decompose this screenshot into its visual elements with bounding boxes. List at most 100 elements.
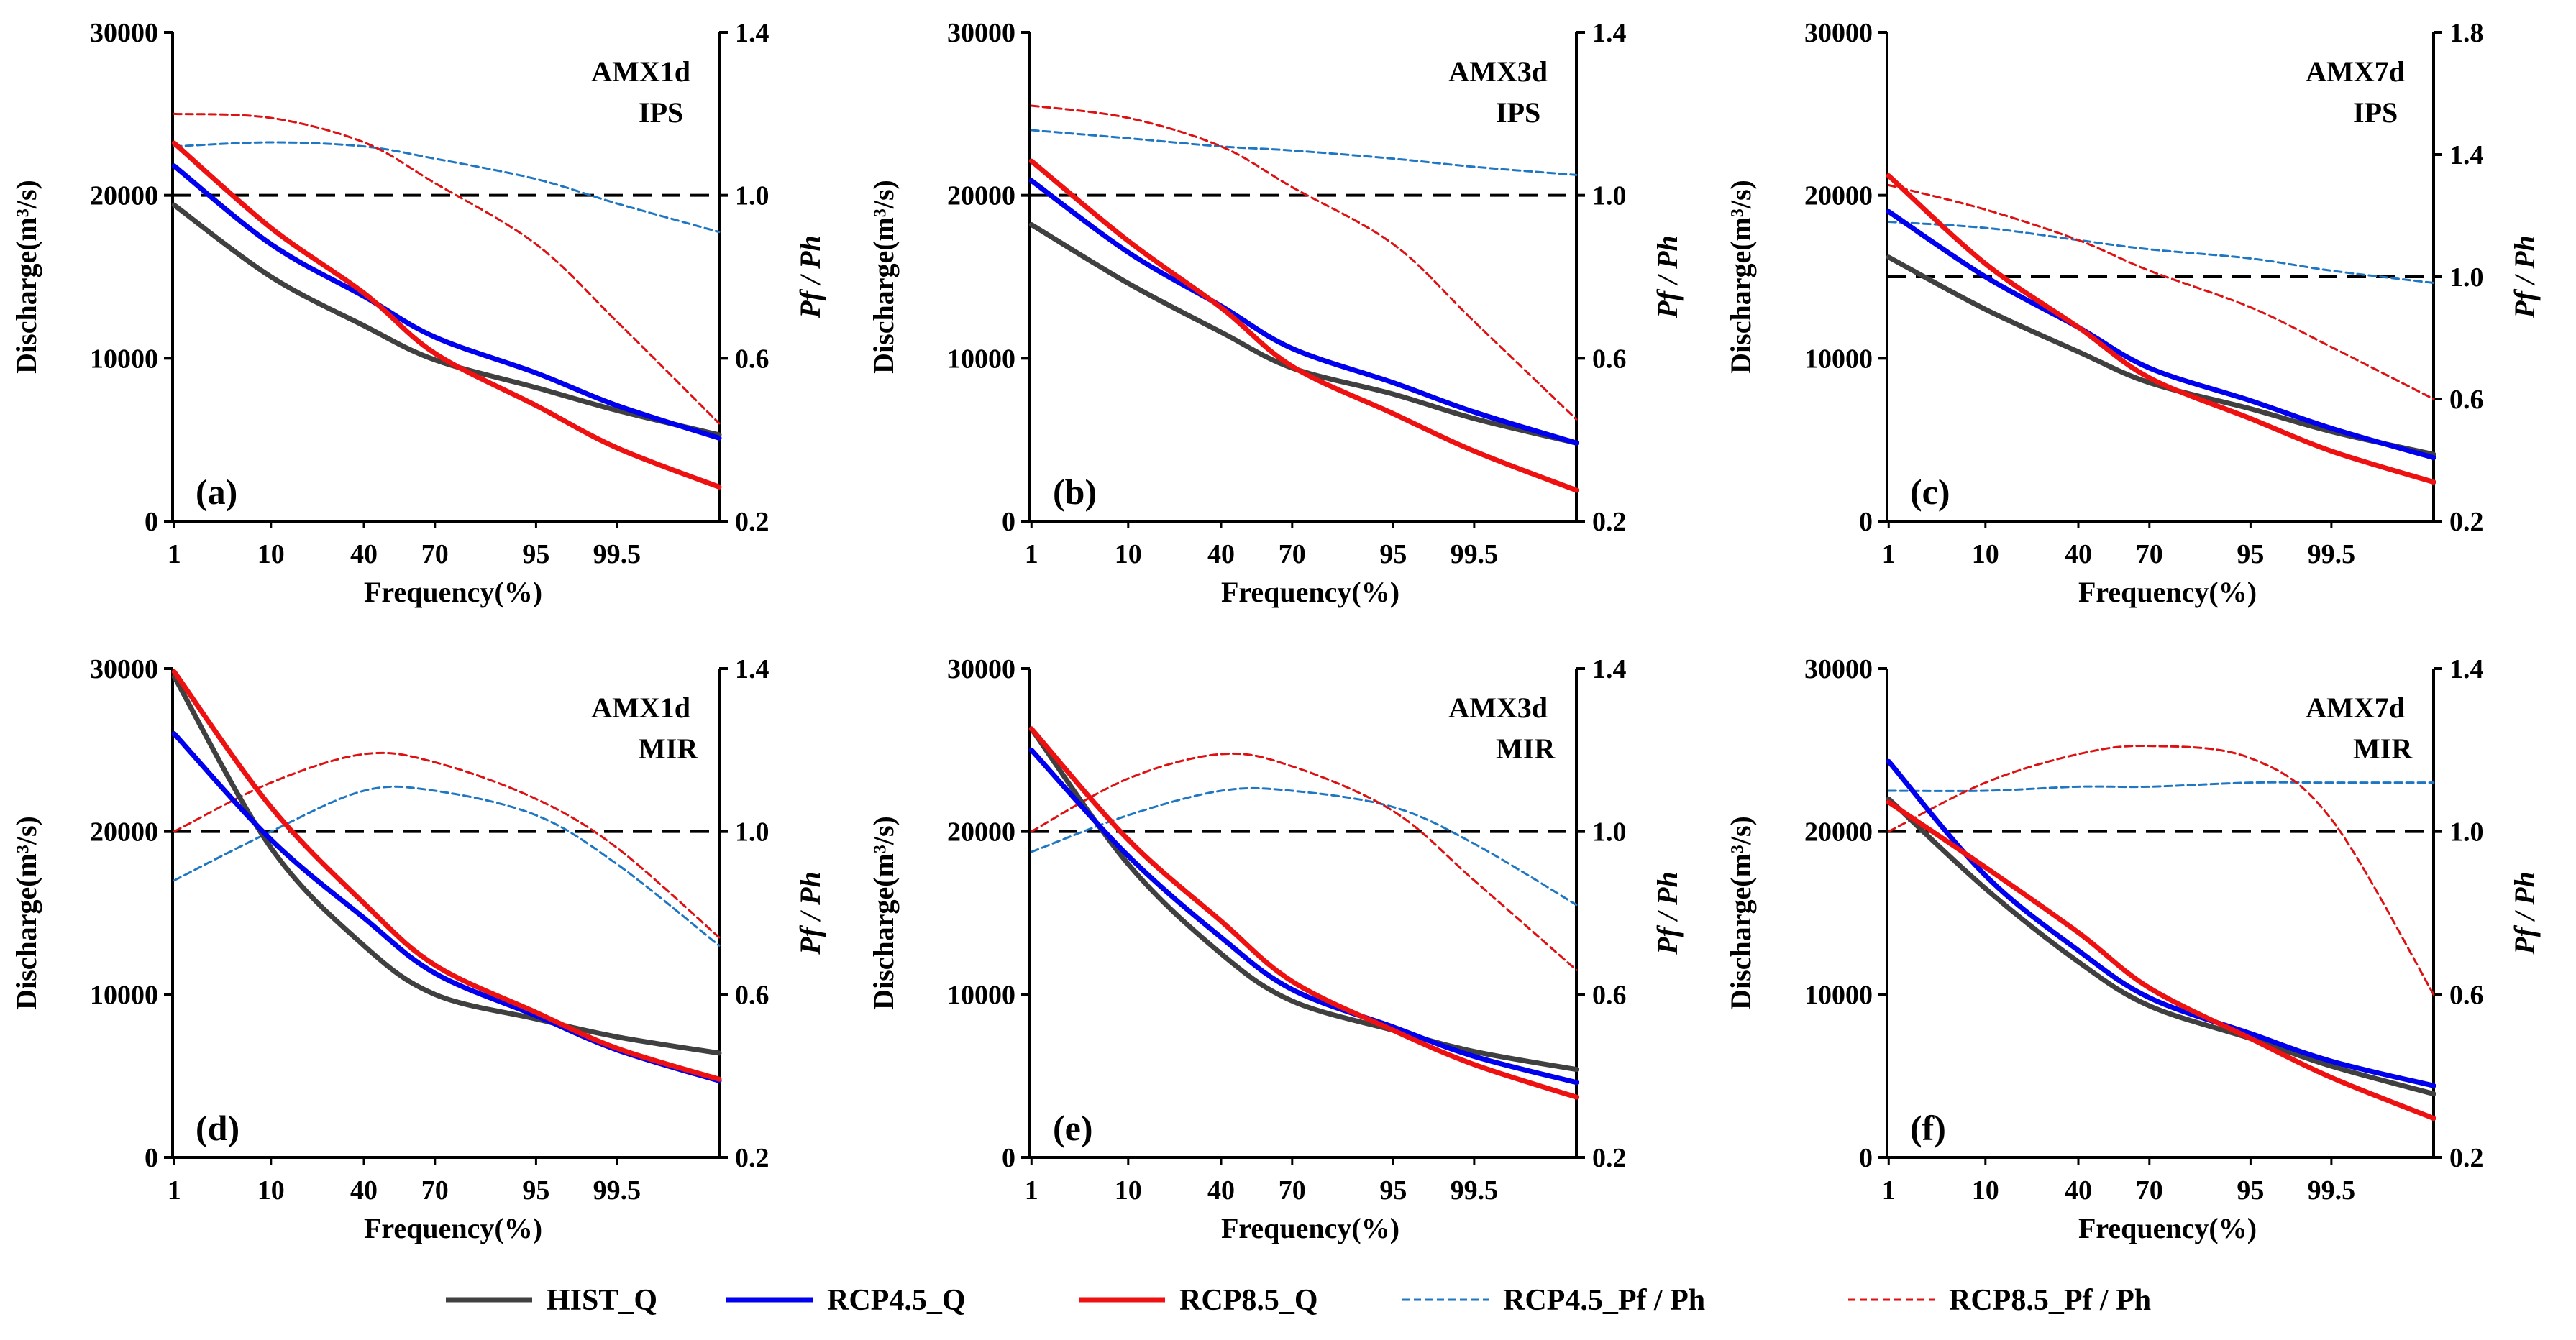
x-tick-label: 1 — [1882, 539, 1896, 569]
x-tick-label: 10 — [1115, 539, 1142, 569]
y-left-tick-label: 0 — [1859, 507, 1873, 537]
y-left-tick-label: 20000 — [1804, 181, 1873, 211]
panel-letter: (e) — [1053, 1108, 1093, 1148]
series-line-rcp85r — [1030, 104, 1578, 421]
y-left-tick-label: 20000 — [90, 817, 158, 848]
y-right-axis-title: Pf / Ph — [2508, 871, 2541, 955]
y-right-tick-label: 0.6 — [1592, 344, 1627, 374]
legend-item: RCP4.5_Pf / Ph — [1402, 1284, 1705, 1317]
y-right-tick-label: 0.2 — [735, 1143, 769, 1173]
chart-panel: 0 10000 20000 30000 0.2 0.6 1.0 1.4 1 10 40 70 95 99.… — [867, 654, 1684, 1244]
series-line-rcp45r — [173, 785, 721, 947]
y-left-tick-label: 0 — [1859, 1143, 1873, 1173]
legend-label: RCP4.5_Q — [827, 1284, 966, 1317]
series-line-rcp45r — [173, 141, 721, 234]
y-right-tick-label: 0.2 — [735, 507, 769, 537]
chart-panel: 0 10000 20000 30000 0.2 0.6 1.0 1.4 1.8 1 10 40 70 95… — [1725, 18, 2541, 608]
series-line-rcp45 — [171, 163, 722, 441]
panel-letter: (c) — [1910, 472, 1950, 512]
x-tick-label: 40 — [350, 539, 378, 569]
x-tick-label: 40 — [350, 1175, 378, 1206]
legend-label: RCP8.5_Q — [1179, 1284, 1318, 1317]
x-tick-label: 99.5 — [593, 1175, 641, 1206]
series-line-rcp85 — [1886, 799, 2436, 1121]
series-line-rcp85 — [171, 669, 722, 1082]
series-line-rcp85r — [173, 112, 721, 425]
series-line-hist — [1028, 221, 1579, 446]
x-axis-title: Frequency(%) — [2078, 1212, 2257, 1244]
y-right-tick-label: 0.6 — [1592, 980, 1627, 1010]
y-left-tick-label: 20000 — [1804, 817, 1873, 848]
y-right-axis-title: Pf / Ph — [794, 871, 826, 955]
chart-panel: 0 10000 20000 30000 0.2 0.6 1.0 1.4 1 10 40 70 95 99.… — [1725, 654, 2541, 1244]
y-right-tick-label: 1.4 — [2449, 140, 2484, 170]
y-left-tick-label: 10000 — [90, 344, 158, 374]
x-tick-label: 10 — [1115, 1175, 1142, 1206]
legend: HIST_Q RCP4.5_Q RCP8.5_Q RCP4.5_Pf / Ph RCP8… — [446, 1284, 2151, 1317]
y-right-axis-title: Pf / Ph — [2508, 235, 2541, 319]
panel-tag-region: IPS — [639, 96, 683, 129]
panel-letter: (a) — [196, 472, 237, 512]
y-left-tick-label: 30000 — [947, 654, 1015, 684]
y-right-tick-label: 0.6 — [735, 344, 769, 374]
y-left-tick-label: 30000 — [90, 654, 158, 684]
panel-tag-region: MIR — [1496, 733, 1556, 765]
y-left-tick-label: 20000 — [947, 817, 1015, 848]
series-line-rcp45r — [1030, 129, 1578, 176]
y-right-tick-label: 1.8 — [2449, 18, 2484, 48]
panel-tag-variable: AMX1d — [591, 692, 690, 724]
legend-item: HIST_Q — [446, 1284, 657, 1317]
x-tick-label: 1 — [1025, 1175, 1038, 1206]
y-left-axis-title: Discharge(m³/s) — [1725, 180, 1757, 374]
y-left-tick-label: 20000 — [947, 181, 1015, 211]
legend-label: RCP8.5_Pf / Ph — [1949, 1284, 2151, 1317]
x-axis-title: Frequency(%) — [2078, 576, 2257, 608]
y-left-tick-label: 30000 — [1804, 654, 1873, 684]
x-tick-label: 70 — [421, 1175, 449, 1206]
y-left-tick-label: 30000 — [1804, 18, 1873, 48]
legend-label: RCP4.5_Pf / Ph — [1503, 1284, 1705, 1317]
y-left-tick-label: 0 — [1002, 1143, 1015, 1173]
x-tick-label: 95 — [1379, 1175, 1407, 1206]
series-line-rcp45r — [1887, 781, 2435, 792]
y-right-axis-title: Pf / Ph — [794, 235, 826, 319]
series-line-hist — [1886, 796, 2436, 1097]
y-right-tick-label: 0.2 — [1592, 507, 1627, 537]
panel-tag-variable: AMX7d — [2306, 55, 2405, 88]
x-tick-label: 40 — [1207, 539, 1235, 569]
x-tick-label: 40 — [2065, 539, 2092, 569]
x-tick-label: 70 — [421, 539, 449, 569]
x-tick-label: 1 — [1025, 539, 1038, 569]
chart-panel: 0 10000 20000 30000 0.2 0.6 1.0 1.4 1 10 40 70 95 99.… — [10, 654, 826, 1244]
panel-tag-region: IPS — [1496, 96, 1540, 129]
y-right-tick-label: 0.2 — [2449, 1143, 2484, 1173]
y-right-tick-label: 0.2 — [2449, 507, 2484, 537]
x-tick-label: 70 — [2136, 1175, 2163, 1206]
x-axis-title: Frequency(%) — [1221, 576, 1399, 608]
x-axis-title: Frequency(%) — [364, 1212, 542, 1244]
series-line-rcp45 — [1028, 178, 1579, 446]
legend-item: RCP8.5_Q — [1079, 1284, 1318, 1317]
y-left-axis-title: Discharge(m³/s) — [867, 180, 900, 374]
y-left-tick-label: 10000 — [947, 344, 1015, 374]
y-left-tick-label: 10000 — [947, 980, 1015, 1010]
x-tick-label: 40 — [1207, 1175, 1235, 1206]
y-right-tick-label: 1.4 — [735, 18, 769, 48]
y-right-tick-label: 1.0 — [1592, 181, 1627, 211]
y-right-tick-label: 1.4 — [1592, 654, 1627, 684]
x-tick-label: 95 — [522, 1175, 549, 1206]
x-tick-label: 70 — [1279, 1175, 1306, 1206]
x-tick-label: 70 — [2136, 539, 2163, 569]
y-right-tick-label: 1.0 — [735, 181, 769, 211]
y-left-tick-label: 30000 — [90, 18, 158, 48]
x-tick-label: 10 — [257, 1175, 285, 1206]
y-left-axis-title: Discharge(m³/s) — [1725, 816, 1757, 1010]
series-line-rcp45 — [1028, 747, 1579, 1086]
x-tick-label: 1 — [1882, 1175, 1896, 1206]
x-tick-label: 1 — [168, 539, 181, 569]
x-axis-title: Frequency(%) — [1221, 1212, 1399, 1244]
y-right-tick-label: 1.0 — [2449, 262, 2484, 293]
y-right-tick-label: 0.6 — [2449, 980, 2484, 1010]
